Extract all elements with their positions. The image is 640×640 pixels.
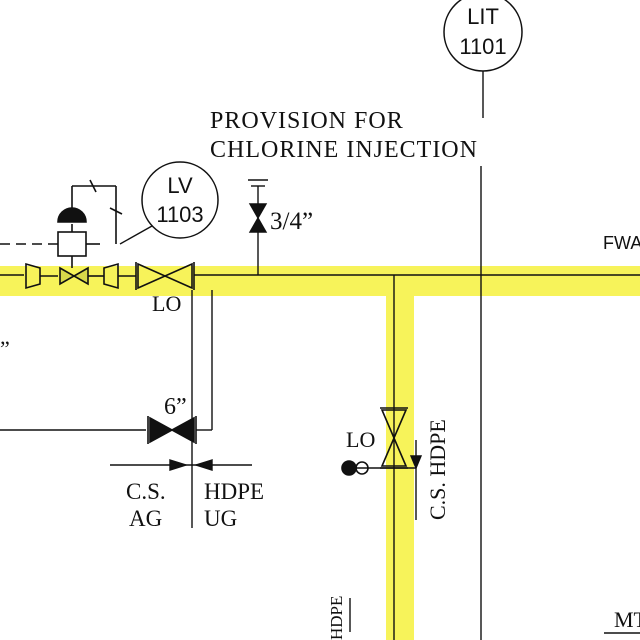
spec-left-line1: C.S. bbox=[126, 479, 166, 504]
lit-tag-line1: LIT bbox=[467, 4, 499, 29]
chlorine-tap-valve[interactable] bbox=[248, 179, 268, 233]
main-line-highlight bbox=[0, 266, 640, 296]
main-valve-status: LO bbox=[152, 291, 181, 316]
spec-right-line1: HDPE bbox=[204, 479, 264, 504]
branch-line-highlight bbox=[386, 290, 414, 640]
provision-note-line1: PROVISION FOR bbox=[210, 108, 404, 134]
bottom-hdpe-tag: HDPE bbox=[327, 596, 346, 640]
left-edge-size-mark: ” bbox=[0, 336, 10, 361]
lv-1103-instrument[interactable]: LV 1103 bbox=[141, 161, 219, 239]
vertical-valve-status: LO bbox=[346, 427, 375, 452]
lit-1101-instrument[interactable]: LIT 1101 bbox=[443, 0, 523, 118]
bypass-6in-valve[interactable] bbox=[147, 416, 197, 444]
lv-leader-line bbox=[119, 225, 153, 245]
lit-tag-line2: 1101 bbox=[459, 34, 506, 59]
bypass-line bbox=[0, 290, 213, 528]
mt-line-tag: MT bbox=[614, 607, 640, 632]
provision-note-line2: CHLORINE INJECTION bbox=[210, 137, 478, 163]
vertical-spec-label: C.S. HDPE bbox=[425, 419, 450, 520]
control-valve-assembly[interactable] bbox=[0, 179, 136, 290]
main-lo-valve[interactable] bbox=[135, 262, 195, 290]
lv-tag-line2: 1103 bbox=[156, 202, 203, 227]
spec-right-line2: UG bbox=[204, 506, 237, 531]
vertical-spec-break bbox=[409, 440, 423, 520]
main-process-line bbox=[0, 228, 640, 640]
fwa-line-tag: FWA bbox=[603, 233, 640, 253]
chlorine-tap-size: 3/4” bbox=[270, 208, 313, 235]
lv-tag-line1: LV bbox=[167, 173, 193, 198]
horizontal-spec-break bbox=[110, 459, 252, 471]
spec-left-line2: AG bbox=[129, 506, 162, 531]
vertical-lo-valve[interactable] bbox=[341, 407, 416, 476]
bypass-valve-size: 6” bbox=[164, 394, 187, 420]
